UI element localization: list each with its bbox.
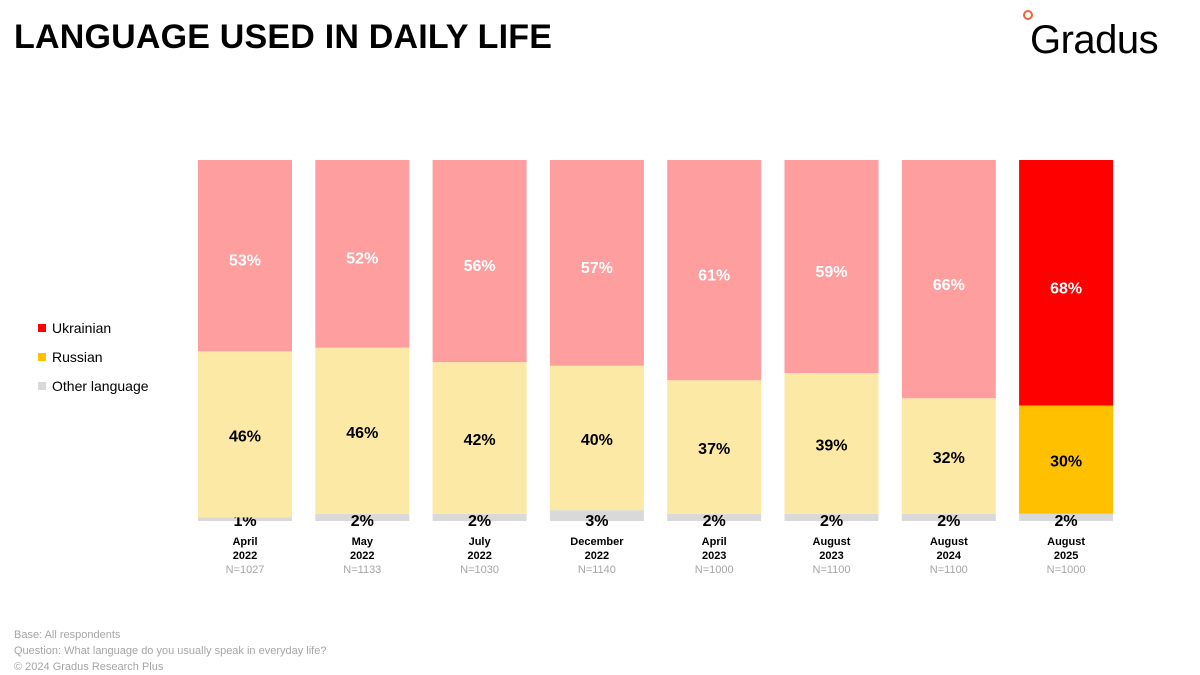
data-label-other-language-1: 2% xyxy=(351,513,374,530)
sample-size-label-1: N=1133 xyxy=(343,564,381,576)
bar-russian-4 xyxy=(667,380,762,514)
data-label-russian-0: 46% xyxy=(229,428,261,445)
footer-question: Question: What language do you usually s… xyxy=(14,645,327,657)
sample-size-label-2: N=1030 xyxy=(460,564,499,576)
bar-ukrainian-2 xyxy=(432,160,527,363)
sample-size-label-6: N=1100 xyxy=(930,564,968,576)
bar-russian-3 xyxy=(549,365,644,511)
data-label-other-language-2: 2% xyxy=(468,513,491,530)
bar-russian-1 xyxy=(315,347,410,514)
legend-swatch-russian xyxy=(38,352,46,361)
bar-other-language-6 xyxy=(901,513,996,521)
data-label-other-language-4: 2% xyxy=(703,513,726,530)
sample-size-label-0: N=1027 xyxy=(226,564,265,576)
x-tick-label-0-1: 2022 xyxy=(233,550,257,562)
stacked-bar-chart: 1%46%53%April2022N=10272%46%52%May2022N=… xyxy=(198,160,1114,576)
x-tick-label-4-1: 2023 xyxy=(702,550,726,562)
data-label-russian-5: 39% xyxy=(815,437,847,454)
x-tick-label-6-1: 2024 xyxy=(937,550,962,562)
legend-swatch-other xyxy=(38,381,46,390)
sample-size-label-7: N=1000 xyxy=(1047,564,1086,576)
sample-size-label-5: N=1100 xyxy=(812,564,850,576)
data-label-russian-4: 37% xyxy=(698,441,730,458)
bar-russian-7 xyxy=(1019,405,1114,514)
bar-ukrainian-7 xyxy=(1019,160,1114,406)
data-label-russian-3: 40% xyxy=(581,432,613,449)
x-tick-label-1-0: May xyxy=(352,536,374,548)
data-label-russian-7: 30% xyxy=(1050,454,1082,471)
bar-ukrainian-0 xyxy=(198,160,292,352)
bar-ukrainian-1 xyxy=(315,160,410,348)
data-label-ukrainian-3: 57% xyxy=(581,260,613,277)
data-label-ukrainian-4: 61% xyxy=(698,268,730,285)
bar-other-language-7 xyxy=(1019,513,1114,521)
x-tick-label-0-0: April xyxy=(232,536,257,548)
bar-russian-2 xyxy=(432,362,527,514)
bar-russian-6 xyxy=(901,398,996,514)
data-label-ukrainian-1: 52% xyxy=(346,251,378,268)
sample-size-label-4: N=1000 xyxy=(695,564,734,576)
x-tick-label-2-1: 2022 xyxy=(467,550,491,562)
legend-item-other: Other language xyxy=(38,371,149,400)
bar-ukrainian-3 xyxy=(549,160,644,366)
legend-label-russian: Russian xyxy=(52,348,103,365)
bar-russian-0 xyxy=(198,351,292,518)
x-tick-label-5-0: August xyxy=(813,536,851,548)
chart-footer: Base: All respondents Question: What lan… xyxy=(14,627,326,675)
data-label-russian-1: 46% xyxy=(346,425,378,442)
legend-item-ukrainian: Ukrainian xyxy=(38,313,149,342)
page-title: LANGUAGE USED IN DAILY LIFE xyxy=(14,18,553,56)
bar-russian-5 xyxy=(784,372,879,514)
x-tick-label-1-1: 2022 xyxy=(350,550,374,562)
data-label-ukrainian-6: 66% xyxy=(933,277,965,294)
bar-other-language-2 xyxy=(432,513,527,521)
gradus-logo: Gradus xyxy=(1022,10,1197,62)
sample-size-label-3: N=1140 xyxy=(578,564,616,576)
bar-other-language-5 xyxy=(784,513,879,521)
legend-label-other: Other language xyxy=(52,377,149,394)
x-tick-label-4-0: April xyxy=(702,536,727,548)
bar-other-language-1 xyxy=(315,513,410,521)
x-tick-label-3-0: December xyxy=(570,536,624,548)
bar-other-language-0 xyxy=(198,517,292,521)
data-label-other-language-3: 3% xyxy=(585,513,608,530)
bar-ukrainian-5 xyxy=(784,160,879,373)
bar-ukrainian-4 xyxy=(667,160,762,381)
x-tick-label-6-0: August xyxy=(930,536,968,548)
legend-label-ukrainian: Ukrainian xyxy=(52,319,112,336)
bar-other-language-3 xyxy=(549,510,644,521)
footer-base: Base: All respondents xyxy=(14,629,121,641)
data-label-russian-6: 32% xyxy=(933,450,965,467)
bar-ukrainian-6 xyxy=(901,160,996,399)
data-label-ukrainian-2: 56% xyxy=(464,258,496,275)
legend-item-russian: Russian xyxy=(38,342,149,371)
footer-copyright: © 2024 Gradus Research Plus xyxy=(14,661,164,673)
data-label-ukrainian-5: 59% xyxy=(815,264,847,281)
data-label-russian-2: 42% xyxy=(464,432,496,449)
logo-dot-icon xyxy=(1023,10,1033,20)
data-label-other-language-6: 2% xyxy=(937,513,960,530)
data-label-other-language-5: 2% xyxy=(820,513,843,530)
data-label-ukrainian-7: 68% xyxy=(1050,281,1082,298)
logo-text: Gradus xyxy=(1030,18,1159,62)
data-label-ukrainian-0: 53% xyxy=(229,252,261,269)
x-tick-label-7-0: August xyxy=(1047,536,1085,548)
x-tick-label-2-0: July xyxy=(469,536,492,548)
bar-other-language-4 xyxy=(667,513,762,521)
x-tick-label-5-1: 2023 xyxy=(819,550,843,562)
data-label-other-language-7: 2% xyxy=(1055,513,1078,530)
x-tick-label-7-1: 2025 xyxy=(1054,550,1078,562)
x-tick-label-3-1: 2022 xyxy=(585,550,609,562)
chart-legend: Ukrainian Russian Other language xyxy=(38,313,149,400)
legend-swatch-ukrainian xyxy=(38,323,46,332)
